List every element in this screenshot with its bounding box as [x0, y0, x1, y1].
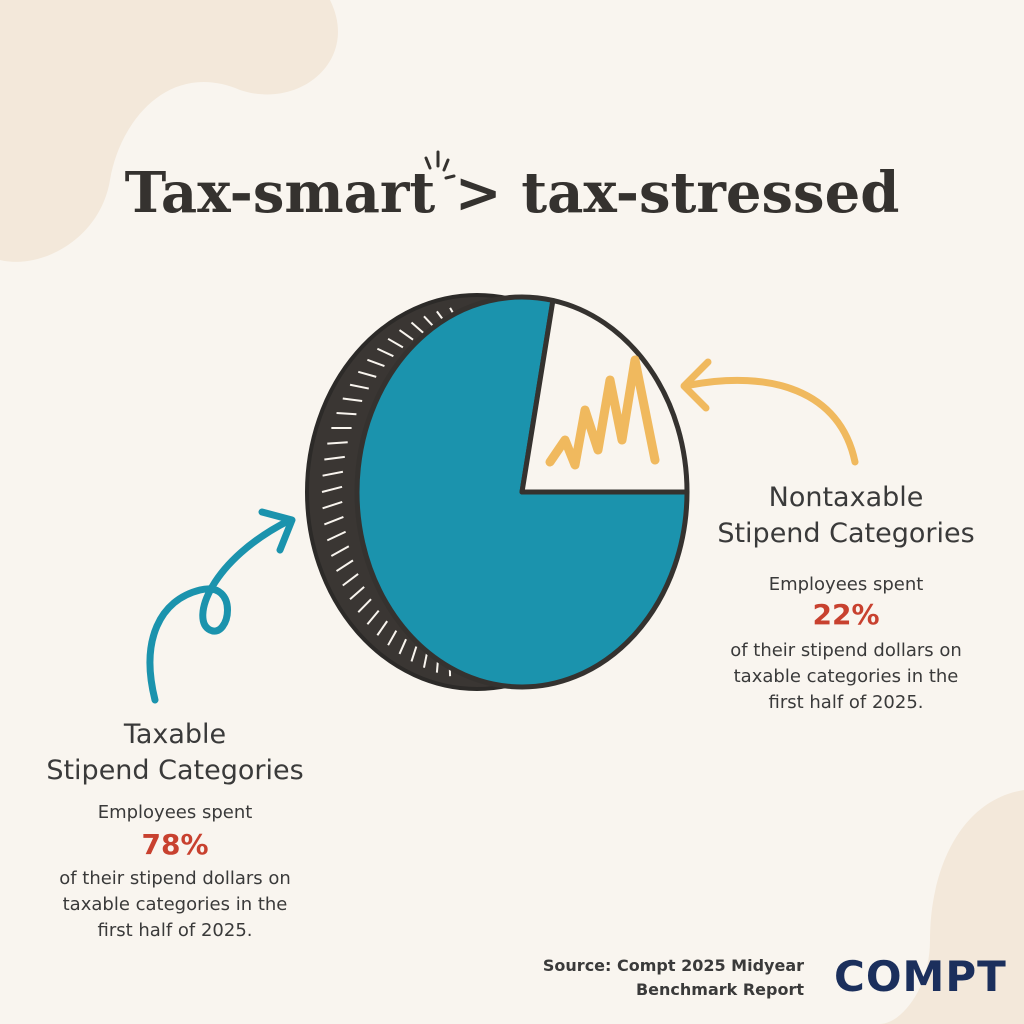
- rim-hatch: [357, 370, 377, 378]
- rim-hatch: [326, 530, 347, 542]
- rim-hatch: [330, 545, 350, 557]
- rim-hatch: [423, 652, 429, 668]
- annotation-body: of their stipend dollars on taxable cate…: [59, 868, 291, 941]
- rim-hatch: [342, 397, 363, 403]
- rim-hatch: [322, 470, 344, 477]
- arrow: [146, 516, 294, 704]
- rim-hatch: [342, 573, 359, 587]
- annotation-lead: Employees spent: [768, 574, 924, 595]
- arrow-head: [680, 358, 712, 412]
- value-label: 22%: [812, 598, 880, 631]
- category-label: Taxable Stipend Categories: [46, 719, 304, 786]
- arrow: [686, 376, 859, 466]
- bg-blob: [880, 790, 1024, 1024]
- rim-hatch: [387, 630, 398, 646]
- annotation-body: of their stipend dollars on taxable cate…: [730, 640, 962, 713]
- title: Tax-smart > tax-stressed: [124, 160, 900, 226]
- value-label: 78%: [141, 828, 209, 861]
- rim-hatch: [367, 358, 385, 367]
- annotation-lead: Employees spent: [97, 802, 253, 823]
- slice-scribble: [545, 355, 660, 470]
- pie: [305, 293, 690, 691]
- rim-hatch: [387, 337, 404, 349]
- category-label: Nontaxable Stipend Categories: [717, 482, 975, 549]
- rim-hatch: [323, 515, 344, 526]
- rim-hatch: [376, 347, 394, 358]
- rim-hatch: [335, 559, 354, 572]
- rim-hatch: [349, 586, 365, 601]
- rim-hatch: [410, 646, 418, 662]
- logo: COMPT: [834, 952, 1007, 1001]
- rim-hatch: [324, 455, 345, 461]
- rim-hatch: [349, 383, 369, 390]
- rim-hatch: [376, 620, 388, 636]
- rim-hatch: [410, 321, 425, 334]
- pie-slice: [354, 294, 690, 690]
- rim-hatch: [336, 411, 357, 416]
- rim-hatch: [366, 609, 380, 625]
- rim-hatch: [398, 638, 407, 655]
- rim-hatch: [322, 500, 343, 510]
- bg-blob: [0, 0, 338, 262]
- rim-hatch: [357, 598, 372, 613]
- source: Source: Compt 2025 Midyear Benchmark Rep…: [542, 956, 804, 999]
- rim-hatch: [398, 329, 414, 341]
- rim-hatch: [327, 441, 348, 445]
- sparkle: [424, 150, 456, 180]
- arrow-head: [258, 508, 296, 554]
- rim-hatch: [321, 485, 343, 493]
